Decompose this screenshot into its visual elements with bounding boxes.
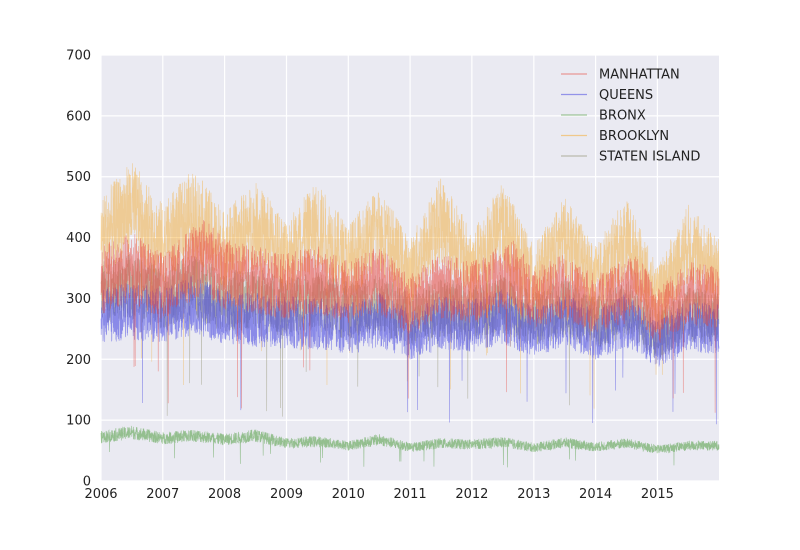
y-tick-label: 100 [66,414,91,429]
y-tick-label: 500 [66,170,91,185]
x-tick-label: 2007 [146,487,179,502]
series-line-manhattan [100,220,720,413]
series-layer [100,163,720,468]
legend-label: QUEENS [599,88,653,103]
x-tick-label: 2008 [208,487,241,502]
x-tick-label: 2015 [641,487,674,502]
y-tick-label: 200 [66,353,91,368]
x-axis: 2006 2007 2008 2009 2010 2011 2012 2013 2014 2015 [84,487,673,502]
legend-label: BRONX [599,109,646,124]
legend-label: STATEN ISLAND [599,150,700,165]
series-line-bronx [100,425,720,468]
y-tick-label: 700 [66,49,91,64]
legend: MANHATTAN QUEENS BRONX BROOKLYN STATEN ISLAN… [561,68,700,165]
y-tick-label: 300 [66,292,91,307]
x-tick-label: 2006 [84,487,117,502]
x-tick-label: 2014 [579,487,612,502]
legend-label: MANHATTAN [599,68,680,83]
y-tick-label: 600 [66,109,91,124]
y-tick-label: 400 [66,231,91,246]
x-tick-label: 2012 [455,487,488,502]
x-tick-label: 2010 [332,487,365,502]
x-tick-label: 2009 [270,487,303,502]
y-axis: 0 100 200 300 400 500 600 700 [66,49,91,490]
y-tick-label: 0 [83,475,91,490]
legend-label: BROOKLYN [599,129,669,144]
x-tick-label: 2011 [394,487,427,502]
x-tick-label: 2013 [517,487,550,502]
series-line-queens [100,276,720,425]
